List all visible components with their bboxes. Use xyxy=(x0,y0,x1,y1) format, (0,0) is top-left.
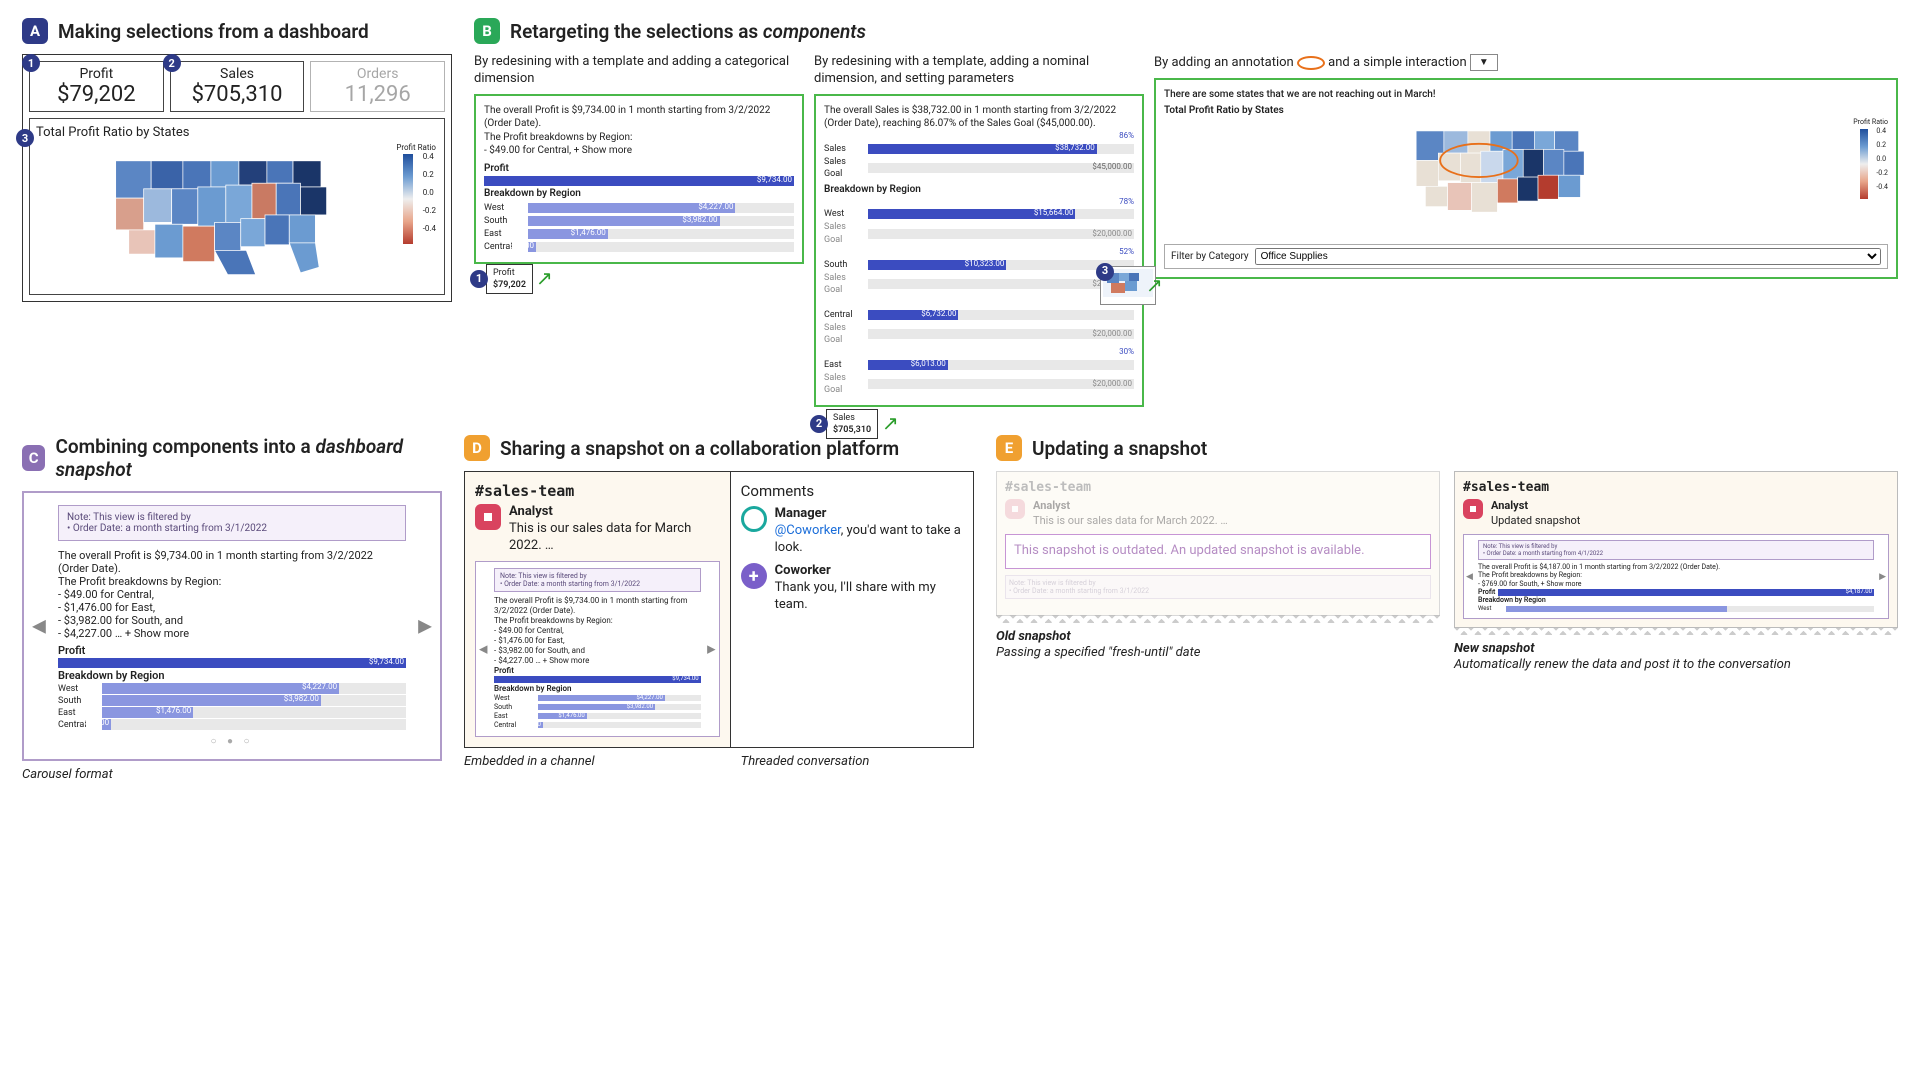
marker-3: 3 xyxy=(16,129,34,147)
embed-next[interactable]: ▶ xyxy=(707,643,715,656)
component-b1: By redesining with a template and adding… xyxy=(474,54,804,407)
us-map xyxy=(36,144,438,284)
section-e: E Updating a snapshot #sales-team Analys… xyxy=(996,435,1898,782)
mini-kpi-sales: Sales$705,310 xyxy=(826,409,878,439)
old-snapshot: #sales-team AnalystThis is our sales dat… xyxy=(996,471,1440,615)
badge-b: B xyxy=(474,18,500,44)
section-b-title: Retargeting the selections as components xyxy=(510,20,866,43)
map-legend: Profit Ratio 0.40.20.0-0.2-0.4 xyxy=(396,143,436,246)
slack-panel: #sales-team AnalystThis is our sales dat… xyxy=(464,471,974,748)
avatar-analyst xyxy=(475,504,501,530)
marker-b3: 3 xyxy=(1096,263,1114,281)
carousel: ◀ ▶ Note: This view is filtered by • Ord… xyxy=(22,491,442,761)
carousel-prev[interactable]: ◀ xyxy=(32,616,46,637)
map-legend-b3: Profit Ratio 0.40.20.0-0.2-0.4 xyxy=(1853,118,1888,238)
caption-c: Carousel format xyxy=(22,767,442,782)
category-select[interactable]: Office Supplies xyxy=(1255,248,1881,265)
embed-prev[interactable]: ◀ xyxy=(479,643,487,656)
marker-1: 1 xyxy=(22,54,40,72)
arrow-icon: ↗ xyxy=(536,265,553,292)
carousel-next[interactable]: ▶ xyxy=(418,616,432,637)
section-a-title: Making selections from a dashboard xyxy=(58,20,369,43)
section-d-title: Sharing a snapshot on a collaboration pl… xyxy=(500,437,899,460)
embed-next[interactable]: ▶ xyxy=(1879,572,1886,582)
filter-dropdown[interactable]: Filter by Category Office Supplies xyxy=(1164,244,1888,269)
section-d: D Sharing a snapshot on a collaboration … xyxy=(464,435,974,782)
component-b3: By adding an annotation and a simple int… xyxy=(1154,54,1898,407)
kpi-profit[interactable]: 1 Profit $79,202 xyxy=(29,61,164,112)
component-b2: By redesining with a template, adding a … xyxy=(814,54,1144,407)
embed-prev[interactable]: ◀ xyxy=(1466,572,1473,582)
badge-c: C xyxy=(22,445,45,471)
dashboard-panel: 1 Profit $79,202 2 Sales $705,310 Orders… xyxy=(22,54,452,302)
section-c: C Combining components into a dashboard … xyxy=(22,435,442,782)
avatar-analyst-faded xyxy=(1005,499,1025,519)
us-map-annotated xyxy=(1164,118,1849,238)
map-panel[interactable]: 3 Total Profit Ratio by States Profit Ra… xyxy=(29,118,445,295)
section-b: B Retargeting the selections as componen… xyxy=(474,18,1898,407)
comments-title: Comments xyxy=(741,482,963,500)
avatar-analyst xyxy=(1463,499,1483,519)
badge-d: D xyxy=(464,435,490,461)
mini-kpi-profit: Profit$79,202 xyxy=(486,264,533,294)
kpi-sales[interactable]: 2 Sales $705,310 xyxy=(170,61,305,112)
arrow-icon: ↗ xyxy=(882,410,899,437)
caption-d-right: Threaded conversation xyxy=(741,754,974,769)
badge-e: E xyxy=(996,435,1022,461)
outdated-notice: This snapshot is outdated. An updated sn… xyxy=(1005,534,1431,569)
avatar-coworker: + xyxy=(741,563,767,589)
section-a: A Making selections from a dashboard 1 P… xyxy=(22,18,452,407)
carousel-dots[interactable]: ○ ● ○ xyxy=(58,736,406,747)
section-e-title: Updating a snapshot xyxy=(1032,437,1207,460)
embedded-snapshot[interactable]: ◀ ▶ Note: This view is filtered by• Orde… xyxy=(475,561,720,737)
section-c-title: Combining components into a dashboard sn… xyxy=(55,435,442,481)
kpi-orders: Orders 11,296 xyxy=(310,61,445,112)
channel-name: #sales-team xyxy=(475,482,720,500)
badge-a: A xyxy=(22,18,48,44)
caption-d-left: Embedded in a channel xyxy=(464,754,721,769)
arrow-icon: ↗ xyxy=(1146,272,1163,299)
marker-2: 2 xyxy=(163,54,181,72)
filter-note: Note: This view is filtered by • Order D… xyxy=(58,505,406,541)
new-snapshot: #sales-team AnalystUpdated snapshot ◀ ▶ … xyxy=(1454,471,1898,628)
avatar-manager xyxy=(741,506,767,532)
